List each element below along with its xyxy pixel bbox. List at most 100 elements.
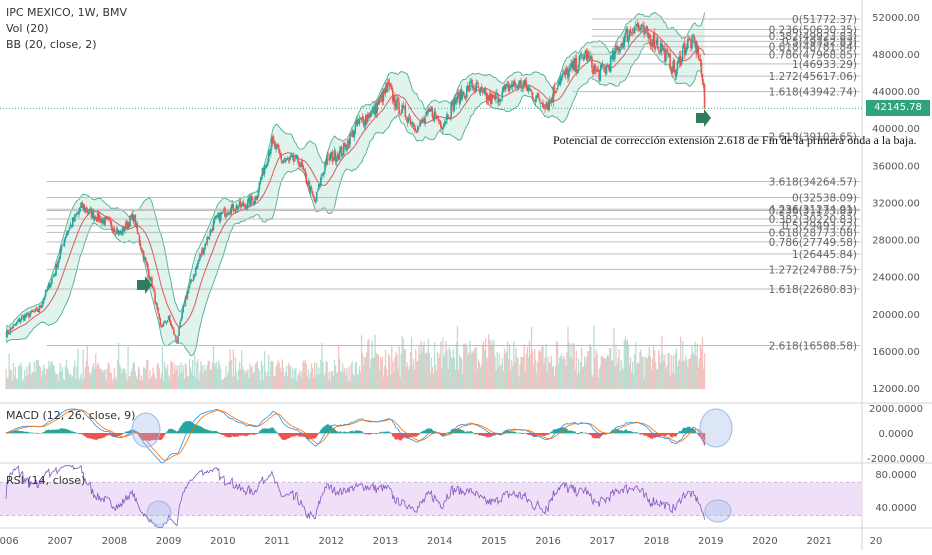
candle-body <box>642 25 644 26</box>
candle-body <box>437 117 439 118</box>
candle-body <box>591 57 593 68</box>
fib-level-label: 0.786(27749.58) <box>769 237 857 249</box>
candle-body <box>297 157 299 163</box>
fib-level-label: 3.618(34264.57) <box>769 176 857 188</box>
candle-body <box>154 292 156 303</box>
x-tick-label: 2013 <box>373 536 398 547</box>
macd-histogram <box>5 421 705 445</box>
candle-body <box>158 314 160 319</box>
candle-body <box>65 237 67 240</box>
candle-body <box>634 27 636 34</box>
y-tick-label: 20000.00 <box>872 310 920 321</box>
candle-body <box>95 217 97 220</box>
candle-body <box>59 252 61 259</box>
candle-body <box>525 81 527 86</box>
candle-body <box>566 68 568 71</box>
rsi-label[interactable]: RSI (14, close) <box>6 474 85 487</box>
candle-body <box>79 207 81 211</box>
candle-body <box>258 190 260 196</box>
candle-body <box>153 288 155 291</box>
candle-body <box>417 126 419 132</box>
candle-body <box>450 104 452 117</box>
candle-body <box>606 66 608 74</box>
candle-body <box>405 105 407 117</box>
candle-body <box>631 32 633 33</box>
candle-body <box>114 229 116 233</box>
candle-body <box>303 169 305 170</box>
y-tick-label: 52000.00 <box>872 13 920 24</box>
candle-body <box>74 215 76 222</box>
candle-body <box>629 30 631 38</box>
candle-body <box>160 318 162 325</box>
candle-body <box>632 30 634 31</box>
legend-symbol[interactable]: IPC MEXICO, 1W, BMV <box>6 6 127 19</box>
candle-body <box>180 318 182 321</box>
legend-bollinger[interactable]: BB (20, close, 2) <box>6 38 97 51</box>
candle-body <box>655 46 657 49</box>
candle-body <box>87 210 89 212</box>
candle-body <box>169 315 171 321</box>
candle-body <box>256 196 258 200</box>
candle-body <box>148 270 150 278</box>
candle-body <box>594 64 596 70</box>
candle-body <box>12 325 14 328</box>
arrow-marker <box>696 109 711 127</box>
candle-body <box>657 38 659 48</box>
candle-body <box>259 183 261 190</box>
candle-body <box>677 62 679 70</box>
candle-body <box>68 231 70 233</box>
candle-body <box>52 276 54 277</box>
candle-body <box>415 129 417 131</box>
candle-body <box>57 261 59 267</box>
candle-body <box>363 119 365 125</box>
candle-body <box>658 47 660 48</box>
y-tick-label: 24000.00 <box>872 273 920 284</box>
candle-body <box>521 88 523 89</box>
candle-body <box>435 112 437 114</box>
candle-body <box>469 82 471 90</box>
highlight-circle <box>700 409 732 447</box>
candle-body <box>172 327 174 329</box>
x-tick-label: 2016 <box>535 536 560 547</box>
macd-label[interactable]: MACD (12, 26, close, 9) <box>6 409 135 422</box>
candle-body <box>577 70 579 74</box>
candle-body <box>214 218 216 222</box>
candle-body <box>157 307 159 312</box>
fib-level-label: 1.618(22680.83) <box>769 284 857 296</box>
fib-level-label: 2.618(16588.58) <box>769 340 857 352</box>
candle-body <box>109 218 111 221</box>
candle-body <box>663 48 665 49</box>
candle-body <box>225 215 227 217</box>
macd-tick-label: 2000.0000 <box>869 404 923 415</box>
last-price-tag: 42145.78 <box>866 100 930 116</box>
candle-body <box>17 322 19 323</box>
candle-body <box>476 83 478 85</box>
candle-body <box>557 88 559 90</box>
legend-volume[interactable]: Vol (20) <box>6 22 49 35</box>
candle-body <box>620 44 622 48</box>
candle-body <box>34 309 36 311</box>
candle-body <box>124 229 126 231</box>
candle-body <box>409 117 411 118</box>
candle-body <box>174 335 176 336</box>
candle-body <box>175 336 177 340</box>
fib-level-label: 1(26445.84) <box>792 249 857 261</box>
candle-body <box>354 126 356 133</box>
candle-body <box>687 39 689 48</box>
candle-body <box>398 102 400 114</box>
candle-body <box>462 92 464 97</box>
candle-body <box>456 101 458 102</box>
candle-body <box>209 236 211 239</box>
candle-body <box>44 297 46 299</box>
candle-body <box>280 154 282 160</box>
candle-body <box>107 218 109 219</box>
candle-body <box>163 323 165 327</box>
candle-body <box>644 29 646 33</box>
fib-level-label: 1(46933.29) <box>792 59 857 71</box>
candle-body <box>313 195 315 196</box>
candle-body <box>584 55 586 59</box>
candle-body <box>268 153 270 162</box>
candle-body <box>327 154 329 155</box>
candle-body <box>397 98 399 100</box>
